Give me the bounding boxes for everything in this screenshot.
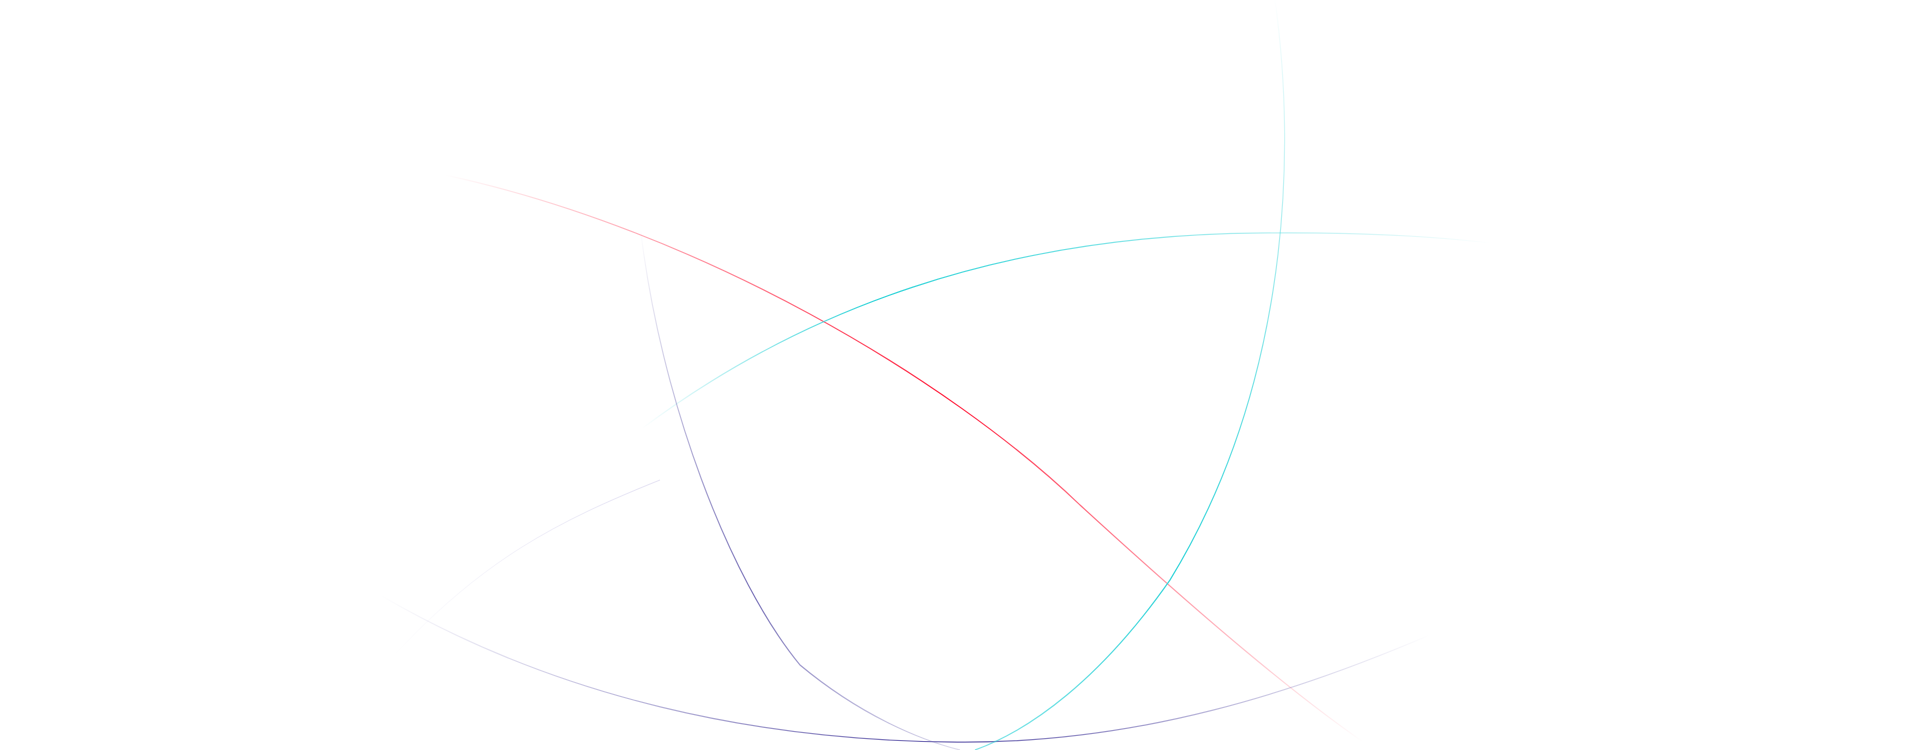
- purple-horizontal-arc: [379, 594, 1431, 743]
- cyan-horizontal-arc: [639, 232, 1491, 431]
- faint-arc: [389, 479, 661, 661]
- purple-vertical-arc: [639, 224, 961, 750]
- red-arc: [444, 174, 1376, 750]
- cyan-vertical-arc: [974, 0, 1286, 750]
